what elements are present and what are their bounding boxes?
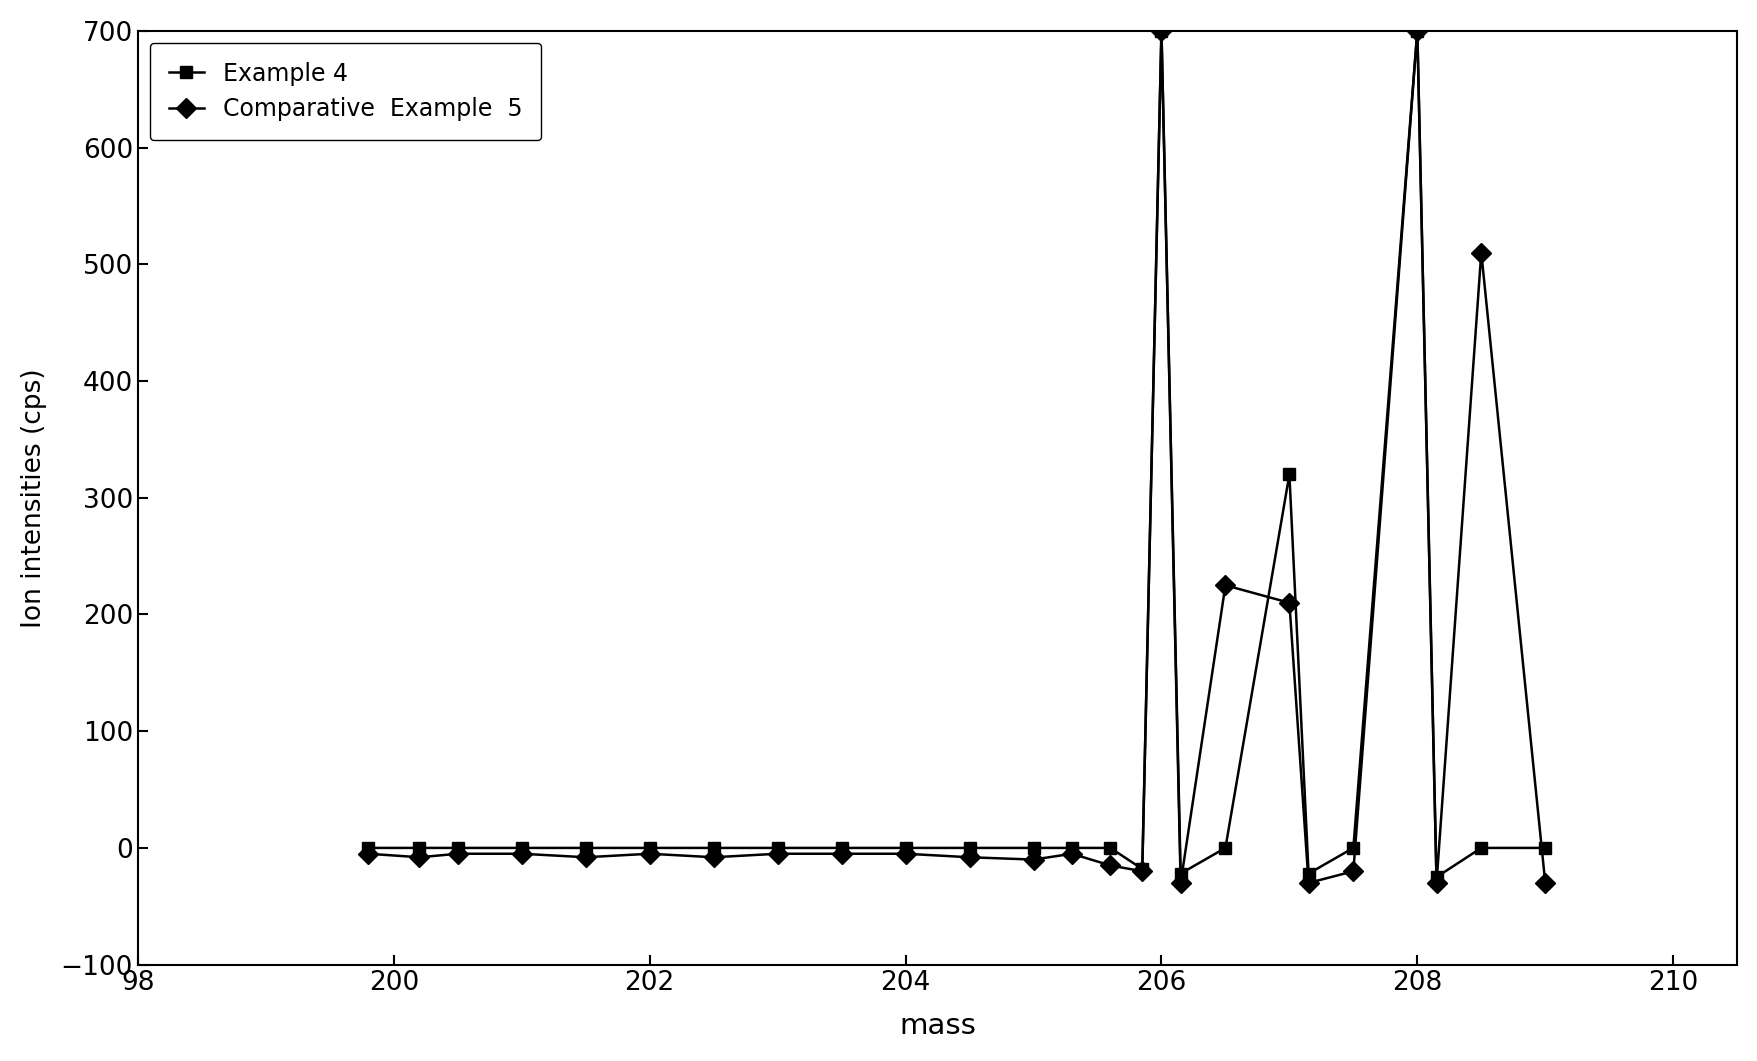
Comparative  Example  5 <box>1170 876 1191 889</box>
Comparative  Example  5 <box>357 848 378 860</box>
Example 4 <box>1406 24 1427 37</box>
Comparative  Example  5 <box>894 848 915 860</box>
Example 4 <box>640 841 661 854</box>
Line: Comparative  Example  5: Comparative Example 5 <box>362 24 1551 890</box>
Comparative  Example  5 <box>1534 876 1555 889</box>
Example 4 <box>409 841 430 854</box>
Example 4 <box>1023 841 1044 854</box>
Comparative  Example  5 <box>575 851 596 864</box>
Y-axis label: Ion intensities (cps): Ion intensities (cps) <box>21 368 47 627</box>
X-axis label: mass: mass <box>898 1012 975 1040</box>
Comparative  Example  5 <box>959 851 980 864</box>
Example 4 <box>831 841 852 854</box>
Example 4 <box>357 841 378 854</box>
Example 4 <box>1170 867 1191 880</box>
Example 4 <box>959 841 980 854</box>
Example 4 <box>894 841 915 854</box>
Comparative  Example  5 <box>511 848 532 860</box>
Example 4 <box>1425 871 1446 884</box>
Example 4 <box>1132 863 1153 875</box>
Comparative  Example  5 <box>1277 596 1298 609</box>
Comparative  Example  5 <box>1425 876 1446 889</box>
Example 4 <box>1100 841 1121 854</box>
Example 4 <box>1277 468 1298 481</box>
Comparative  Example  5 <box>703 851 724 864</box>
Comparative  Example  5 <box>1061 848 1082 860</box>
Legend: Example 4, Comparative  Example  5: Example 4, Comparative Example 5 <box>149 42 541 140</box>
Comparative  Example  5 <box>1471 246 1492 259</box>
Example 4 <box>1151 24 1172 37</box>
Example 4 <box>1471 841 1492 854</box>
Comparative  Example  5 <box>1297 876 1318 889</box>
Example 4 <box>703 841 724 854</box>
Comparative  Example  5 <box>446 848 467 860</box>
Example 4 <box>446 841 467 854</box>
Comparative  Example  5 <box>766 848 787 860</box>
Example 4 <box>511 841 532 854</box>
Comparative  Example  5 <box>1406 24 1427 37</box>
Example 4 <box>1342 841 1363 854</box>
Comparative  Example  5 <box>1342 865 1363 877</box>
Example 4 <box>575 841 596 854</box>
Example 4 <box>766 841 787 854</box>
Example 4 <box>1061 841 1082 854</box>
Comparative  Example  5 <box>409 851 430 864</box>
Example 4 <box>1297 867 1318 880</box>
Example 4 <box>1534 841 1555 854</box>
Comparative  Example  5 <box>1023 853 1044 866</box>
Comparative  Example  5 <box>1214 579 1235 592</box>
Line: Example 4: Example 4 <box>362 24 1551 884</box>
Comparative  Example  5 <box>1100 859 1121 872</box>
Comparative  Example  5 <box>1151 24 1172 37</box>
Comparative  Example  5 <box>1132 865 1153 877</box>
Comparative  Example  5 <box>831 848 852 860</box>
Comparative  Example  5 <box>640 848 661 860</box>
Example 4 <box>1214 841 1235 854</box>
